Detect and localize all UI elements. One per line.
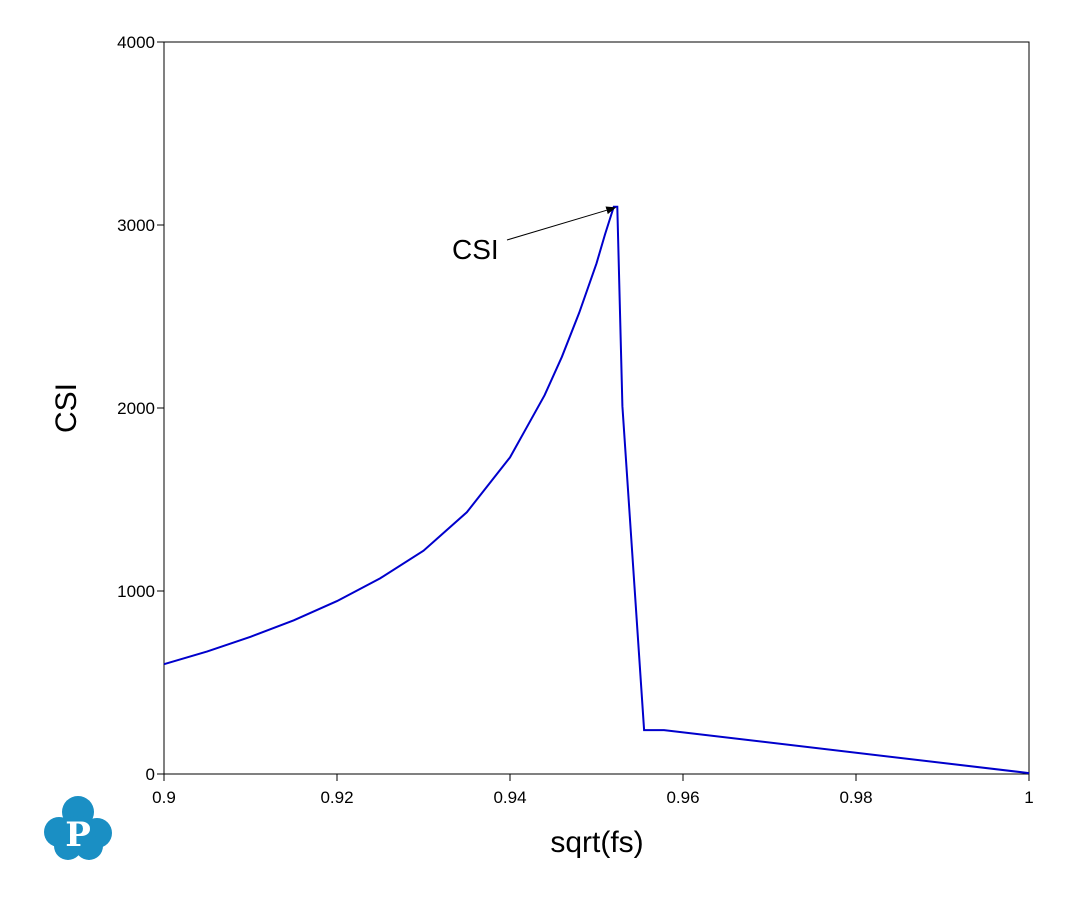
y-tick-label: 0 xyxy=(146,765,155,784)
cloud-icon xyxy=(44,796,112,860)
y-axis-title: CSI xyxy=(50,383,83,433)
y-axis: 0 1000 2000 3000 4000 xyxy=(117,33,164,784)
y-tick-label: 2000 xyxy=(117,399,155,418)
x-tick-label: 0.98 xyxy=(839,788,872,807)
annotation-arrow xyxy=(506,206,617,241)
x-axis: 0.9 0.92 0.94 0.96 0.98 1 xyxy=(152,774,1034,807)
annotation-label: CSI xyxy=(452,234,499,265)
plot-frame xyxy=(163,41,1030,775)
csi-series-line xyxy=(163,205,1030,775)
y-tick-label: 3000 xyxy=(117,216,155,235)
app-logo: P xyxy=(44,796,112,860)
x-tick-label: 0.9 xyxy=(152,788,176,807)
x-tick-label: 0.96 xyxy=(666,788,699,807)
x-tick-label: 0.94 xyxy=(493,788,526,807)
y-tick-label: 1000 xyxy=(117,582,155,601)
x-tick-label: 1 xyxy=(1024,788,1033,807)
logo-letter: P xyxy=(65,815,91,855)
x-axis-title: sqrt(fs) xyxy=(550,826,643,859)
y-tick-label: 4000 xyxy=(117,33,155,52)
x-tick-label: 0.92 xyxy=(320,788,353,807)
